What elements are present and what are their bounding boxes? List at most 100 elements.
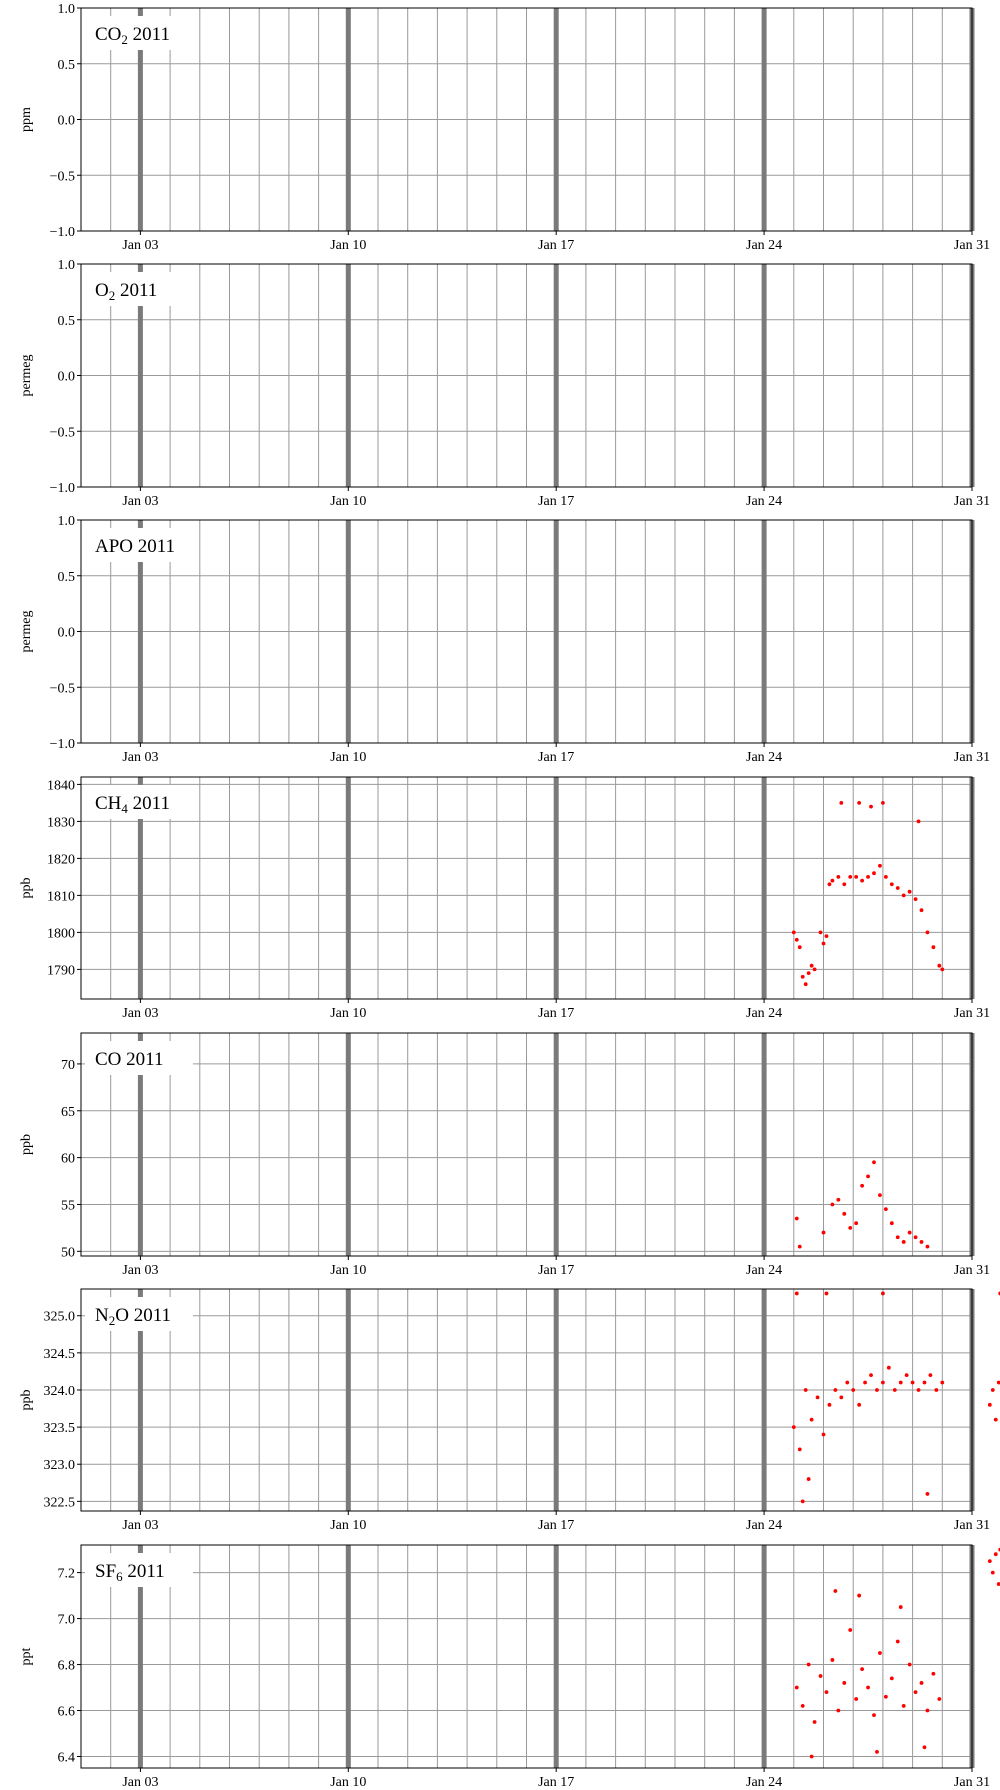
data-point — [827, 1402, 832, 1407]
panel-title: CO2 2011 — [95, 24, 170, 47]
title-main: O — [95, 280, 109, 301]
x-tick-label: Jan 24 — [746, 750, 782, 765]
title-background — [85, 16, 193, 50]
data-point — [866, 1174, 870, 1179]
data-point — [827, 882, 832, 887]
y-tick-label: 1800 — [47, 926, 75, 941]
y-tick-label: 1.0 — [58, 514, 76, 529]
data-point — [872, 871, 876, 876]
data-point — [901, 893, 906, 898]
data-point — [993, 1417, 998, 1422]
panel-title: APO 2011 — [95, 536, 175, 557]
data-point — [842, 1681, 847, 1685]
data-point — [919, 908, 924, 913]
data-point — [925, 1492, 930, 1496]
data-point — [833, 1388, 838, 1392]
data-point — [860, 1183, 865, 1188]
x-tick-label: Jan 17 — [538, 1006, 574, 1021]
data-point — [791, 930, 796, 935]
y-tick-label: −0.5 — [50, 425, 75, 440]
data-point — [881, 801, 885, 805]
title-main: N — [95, 1305, 109, 1326]
data-point — [913, 897, 918, 901]
data-point — [990, 1570, 995, 1575]
y-tick-label: 1.0 — [58, 258, 76, 273]
data-point — [913, 1235, 918, 1240]
title-subscript: 6 — [116, 1569, 123, 1584]
data-point — [848, 1225, 853, 1230]
x-tick-label: Jan 24 — [746, 494, 782, 509]
panel-4: CH4 2011 1790 1800 1810 1820 1830 1840 Jan 03 Ja… — [19, 776, 990, 1021]
x-tick-label: Jan 10 — [330, 1263, 366, 1278]
title-rest: 2011 — [128, 24, 170, 45]
x-tick-label: Jan 24 — [746, 1775, 782, 1790]
data-point — [806, 1662, 811, 1667]
data-point — [993, 1552, 998, 1557]
y-axis-label: ppb — [19, 1134, 34, 1155]
data-point — [898, 1380, 903, 1385]
x-tick-label: Jan 31 — [954, 1518, 990, 1533]
data-point — [821, 1432, 826, 1437]
y-tick-label: 65 — [61, 1105, 75, 1120]
panel-title: N2O 2011 — [95, 1305, 171, 1328]
data-point — [839, 801, 844, 805]
y-tick-label: −0.5 — [50, 169, 75, 184]
y-axis-label: ppb — [19, 878, 34, 899]
data-point — [830, 878, 835, 883]
plot-frame — [80, 1544, 973, 1769]
y-tick-label: 7.0 — [58, 1613, 76, 1628]
y-tick-label: 0.0 — [58, 114, 76, 129]
x-tick-label: Jan 24 — [746, 1006, 782, 1021]
data-point — [875, 1388, 879, 1392]
data-point — [872, 1160, 876, 1165]
data-point — [875, 1750, 879, 1754]
data-point — [803, 982, 808, 987]
x-tick-label: Jan 31 — [954, 1006, 990, 1021]
y-tick-label: 0.0 — [58, 370, 76, 385]
y-tick-label: 50 — [61, 1245, 75, 1260]
title-background — [85, 272, 193, 306]
title-main: SF — [95, 1561, 116, 1582]
data-point — [791, 1425, 796, 1430]
data-point — [842, 1211, 847, 1216]
title-background — [85, 1041, 193, 1075]
title-main: APO — [95, 536, 133, 557]
data-point — [883, 1207, 888, 1212]
x-tick-label: Jan 31 — [954, 1263, 990, 1278]
data-point — [857, 801, 862, 805]
data-point — [928, 1373, 933, 1378]
y-tick-label: 60 — [61, 1152, 75, 1167]
x-tick-label: Jan 03 — [122, 750, 158, 765]
x-tick-label: Jan 17 — [538, 1775, 574, 1790]
y-tick-label: 322.5 — [44, 1495, 76, 1510]
data-point — [812, 967, 817, 972]
panel-title: CH4 2011 — [95, 793, 170, 816]
data-point — [895, 1639, 900, 1644]
data-point — [996, 1582, 1000, 1586]
data-point — [851, 1388, 856, 1392]
data-point — [889, 882, 894, 887]
x-tick-label: Jan 10 — [330, 1006, 366, 1021]
y-tick-label: 1830 — [47, 815, 75, 830]
panel-1: CO2 2011 −1.0 −0.5 0.0 0.5 1.0 Jan 03 Jan 10 Jan… — [19, 2, 990, 253]
y-axis-label: ppb — [19, 1390, 34, 1411]
data-point — [996, 1380, 1000, 1385]
plot-frame — [80, 776, 973, 1000]
data-point — [990, 1388, 995, 1392]
data-point — [836, 1708, 841, 1713]
data-point — [845, 1380, 850, 1385]
y-tick-label: 1.0 — [58, 2, 76, 17]
data-point — [940, 1380, 945, 1385]
data-point — [940, 967, 945, 972]
data-point — [830, 1202, 835, 1207]
y-tick-label: −0.5 — [50, 681, 75, 696]
y-tick-label: −1.0 — [50, 225, 75, 240]
data-point — [895, 886, 900, 890]
data-point — [824, 1690, 829, 1695]
y-tick-label: 7.2 — [58, 1567, 76, 1582]
data-point — [848, 1628, 853, 1632]
data-point — [889, 1221, 894, 1226]
data-point — [892, 1388, 897, 1392]
data-point — [857, 1402, 862, 1407]
x-tick-label: Jan 03 — [122, 1518, 158, 1533]
